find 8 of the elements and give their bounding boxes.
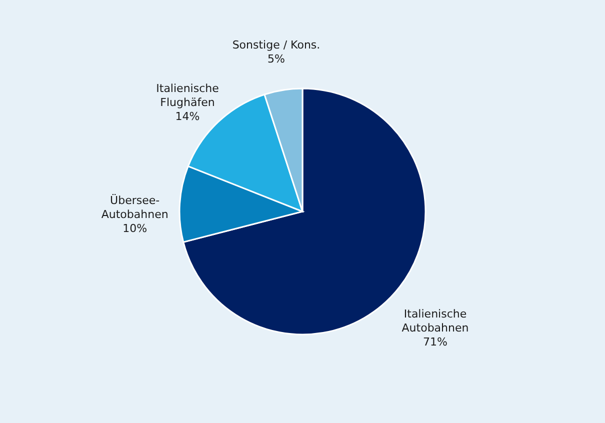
slice-label: Übersee- Autobahnen <box>101 192 168 221</box>
data-label: 14% <box>175 110 200 124</box>
data-label: 10% <box>122 222 148 235</box>
data-label: 5% <box>267 52 285 66</box>
slice-label: Italienische Autobahnen <box>402 307 469 334</box>
slice-label: Sonstige / Kons. <box>232 38 320 52</box>
slice-label: Italienische Flughäfen <box>156 82 220 110</box>
data-label: 71% <box>423 335 448 348</box>
